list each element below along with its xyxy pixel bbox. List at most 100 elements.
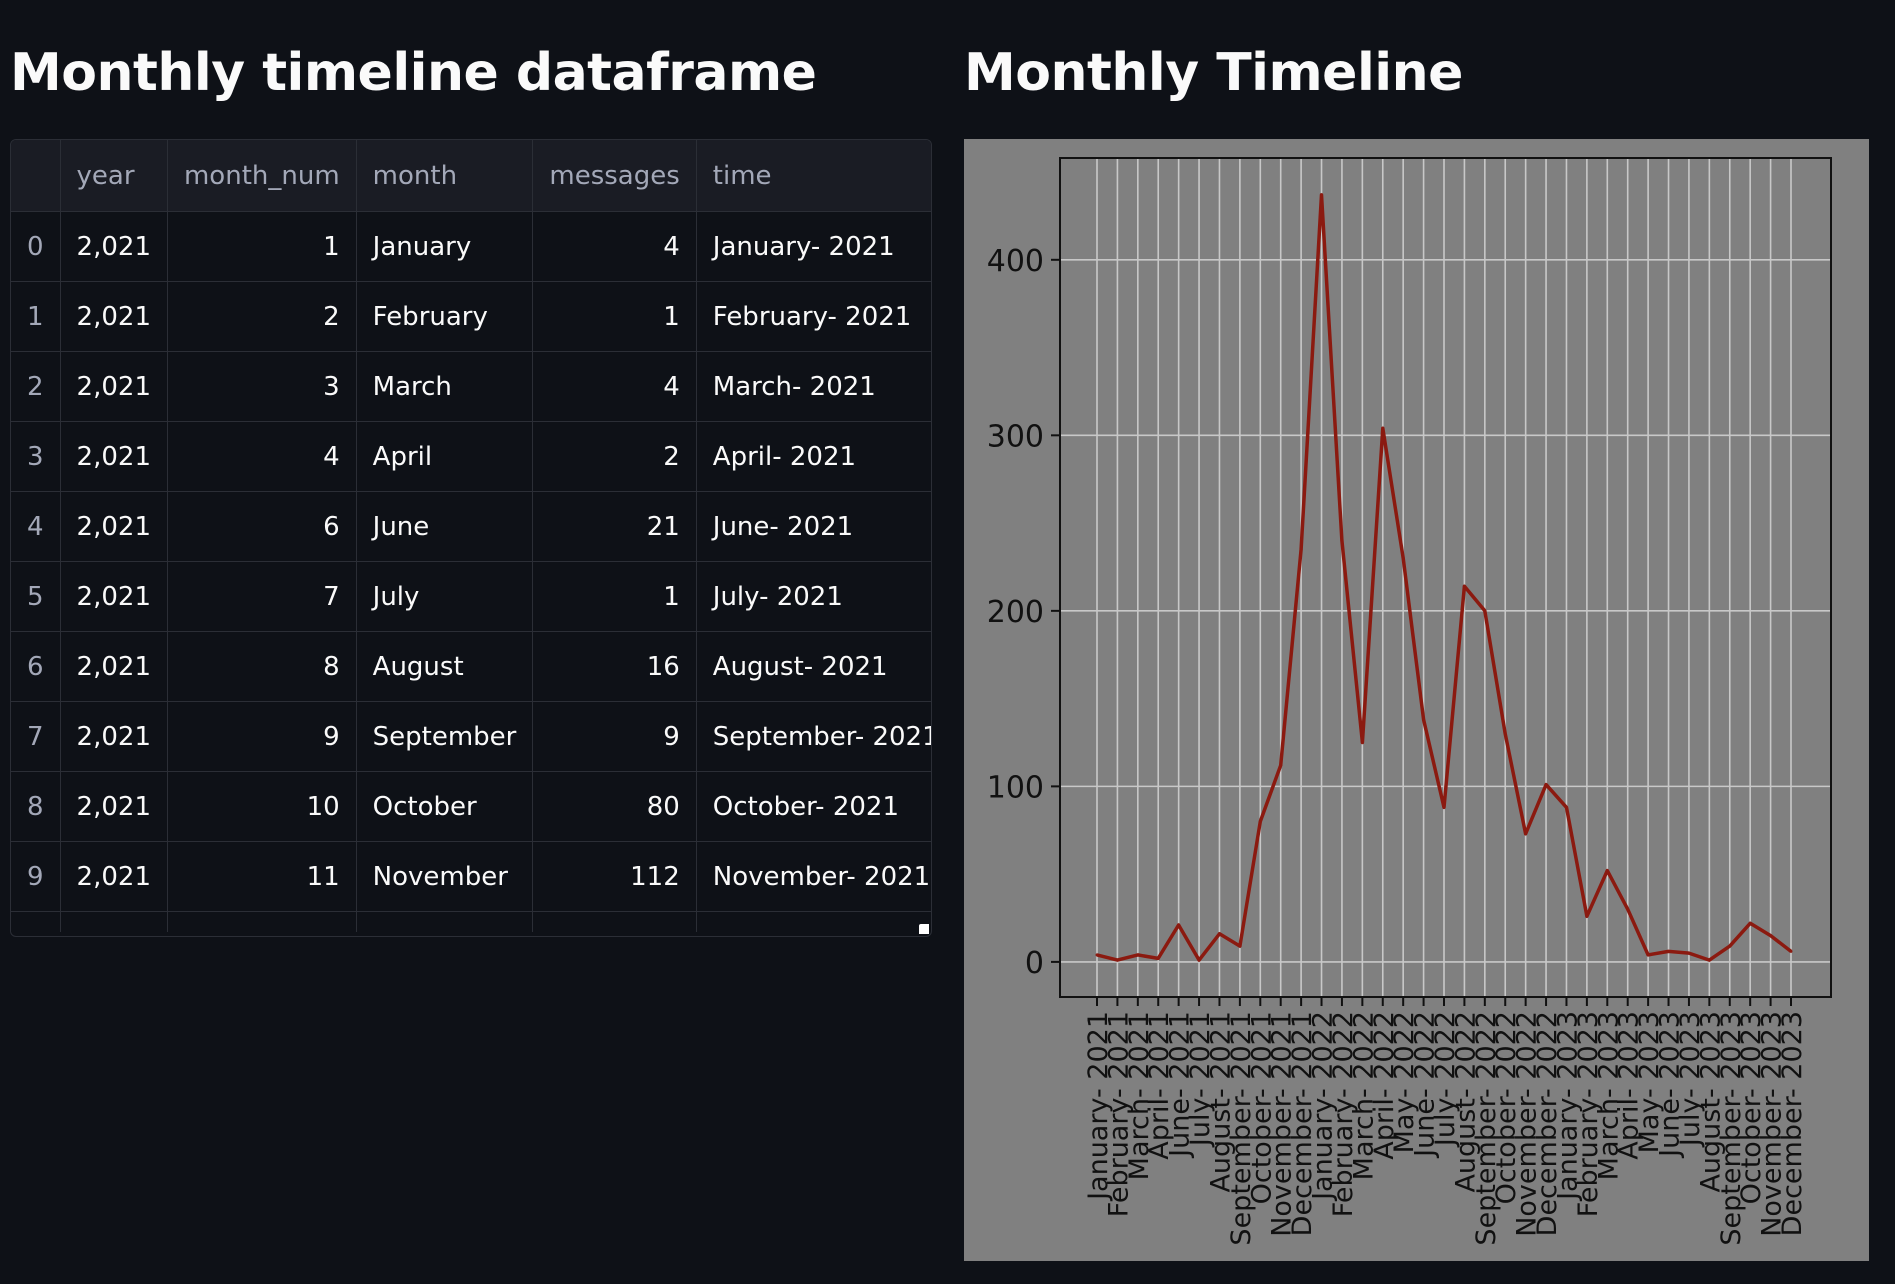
chart-title: Monthly Timeline — [964, 43, 1463, 103]
x-tick-label: August- 2021 — [1205, 1011, 1236, 1193]
cell-month-num[interactable]: 1 — [167, 211, 357, 282]
cell-month-num[interactable]: 10 — [167, 771, 357, 842]
cell-month[interactable]: March — [356, 351, 534, 422]
x-tick-label: October- 2022 — [1491, 1011, 1522, 1204]
cell-messages[interactable]: 4 — [532, 351, 697, 422]
cell-index[interactable]: 5 — [11, 561, 61, 632]
cell-year[interactable]: 2,021 — [60, 771, 168, 842]
x-tick-label: September- 2023 — [1716, 1011, 1747, 1246]
x-tick-label: August- 2022 — [1450, 1011, 1481, 1193]
cell-messages[interactable]: 16 — [532, 631, 697, 702]
x-tick-label: November- 2022 — [1512, 1011, 1543, 1237]
cell-time[interactable]: August- 2021 — [696, 631, 931, 702]
cell-time[interactable]: September- 2021 — [696, 701, 931, 772]
column-header-month[interactable]: month — [356, 140, 534, 212]
cell-index[interactable]: 6 — [11, 631, 61, 702]
cell-messages[interactable]: 1 — [532, 281, 697, 352]
data-point — [1197, 958, 1201, 962]
cell-index[interactable]: 3 — [11, 421, 61, 492]
x-tick-label: August- 2023 — [1695, 1011, 1726, 1193]
cell-empty — [532, 911, 697, 932]
data-point — [1646, 953, 1650, 957]
cell-month-num[interactable]: 8 — [167, 631, 357, 702]
data-point — [1320, 193, 1324, 197]
cell-month-num[interactable]: 2 — [167, 281, 357, 352]
cell-year[interactable]: 2,021 — [60, 631, 168, 702]
cell-month[interactable]: November — [356, 841, 534, 912]
cell-index[interactable]: 9 — [11, 841, 61, 912]
column-header-messages[interactable]: messages — [532, 140, 697, 212]
cell-time[interactable]: November- 2021 — [696, 841, 931, 912]
y-tick-label: 200 — [987, 595, 1044, 630]
cell-messages[interactable]: 1 — [532, 561, 697, 632]
cell-index[interactable]: 7 — [11, 701, 61, 772]
cell-time[interactable]: January- 2021 — [696, 211, 931, 282]
cell-year[interactable]: 2,021 — [60, 841, 168, 912]
cell-index[interactable]: 4 — [11, 491, 61, 562]
x-tick-label: May- 2022 — [1389, 1011, 1420, 1153]
cell-month[interactable]: October — [356, 771, 534, 842]
x-tick-label: September- 2022 — [1471, 1011, 1502, 1246]
cell-year[interactable]: 2,021 — [60, 421, 168, 492]
cell-messages[interactable]: 4 — [532, 211, 697, 282]
cell-month-num[interactable]: 4 — [167, 421, 357, 492]
dataframe[interactable]: year month_num month messages time 0 2,02… — [10, 139, 932, 937]
data-point — [1401, 556, 1405, 560]
data-point — [1340, 539, 1344, 543]
cell-year[interactable]: 2,021 — [60, 281, 168, 352]
cell-month[interactable]: September — [356, 701, 534, 772]
cell-messages[interactable]: 80 — [532, 771, 697, 842]
cell-month[interactable]: January — [356, 211, 534, 282]
cell-messages[interactable]: 9 — [532, 701, 697, 772]
cell-time[interactable]: June- 2021 — [696, 491, 931, 562]
data-point — [1136, 953, 1140, 957]
x-tick-label: July- 2021 — [1185, 1011, 1216, 1148]
cell-time[interactable]: October- 2021 — [696, 771, 931, 842]
cell-year[interactable]: 2,021 — [60, 701, 168, 772]
cell-month[interactable]: June — [356, 491, 534, 562]
cell-index[interactable]: 8 — [11, 771, 61, 842]
cell-month[interactable]: August — [356, 631, 534, 702]
cell-month[interactable]: April — [356, 421, 534, 492]
x-tick-label: April- 2022 — [1369, 1011, 1400, 1160]
table-row: 2 2,021 3 March 4 March- 2021 — [11, 351, 931, 422]
resize-handle[interactable] — [919, 924, 929, 934]
cell-time[interactable]: July- 2021 — [696, 561, 931, 632]
cell-messages[interactable]: 2 — [532, 421, 697, 492]
data-point — [1177, 923, 1181, 927]
column-header-month-num[interactable]: month_num — [167, 140, 357, 212]
cell-month-num[interactable]: 11 — [167, 841, 357, 912]
cell-messages[interactable]: 21 — [532, 491, 697, 562]
cell-year[interactable]: 2,021 — [60, 561, 168, 632]
data-point — [1299, 547, 1303, 551]
cell-index[interactable]: 0 — [11, 211, 61, 282]
cell-index[interactable]: 1 — [11, 281, 61, 352]
cell-year[interactable]: 2,021 — [60, 351, 168, 422]
x-tick-label: November- 2021 — [1267, 1011, 1298, 1237]
cell-messages[interactable]: 112 — [532, 841, 697, 912]
column-header-year[interactable]: year — [60, 140, 168, 212]
table-row: 1 2,021 2 February 1 February- 2021 — [11, 281, 931, 352]
cell-month-num[interactable]: 3 — [167, 351, 357, 422]
data-point — [1258, 819, 1262, 823]
x-tick-label: July- 2023 — [1675, 1011, 1706, 1148]
cell-month-num[interactable]: 9 — [167, 701, 357, 772]
x-tick-label: March- 2022 — [1348, 1011, 1379, 1180]
column-header-time[interactable]: time — [696, 140, 931, 212]
cell-time[interactable]: April- 2021 — [696, 421, 931, 492]
cell-year[interactable]: 2,021 — [60, 491, 168, 562]
data-point — [1238, 944, 1242, 948]
x-tick-label: December- 2021 — [1287, 1011, 1318, 1236]
cell-index[interactable]: 2 — [11, 351, 61, 422]
cell-month-num[interactable]: 6 — [167, 491, 357, 562]
cell-time[interactable]: March- 2021 — [696, 351, 931, 422]
table-row-partial — [11, 911, 931, 932]
cell-time[interactable]: February- 2021 — [696, 281, 931, 352]
column-header-index[interactable] — [11, 140, 61, 212]
cell-month[interactable]: July — [356, 561, 534, 632]
cell-month-num[interactable]: 7 — [167, 561, 357, 632]
cell-month[interactable]: February — [356, 281, 534, 352]
x-tick-label: January- 2023 — [1552, 1011, 1583, 1202]
cell-year[interactable]: 2,021 — [60, 211, 168, 282]
dataframe-table: year month_num month messages time 0 2,02… — [11, 140, 931, 932]
